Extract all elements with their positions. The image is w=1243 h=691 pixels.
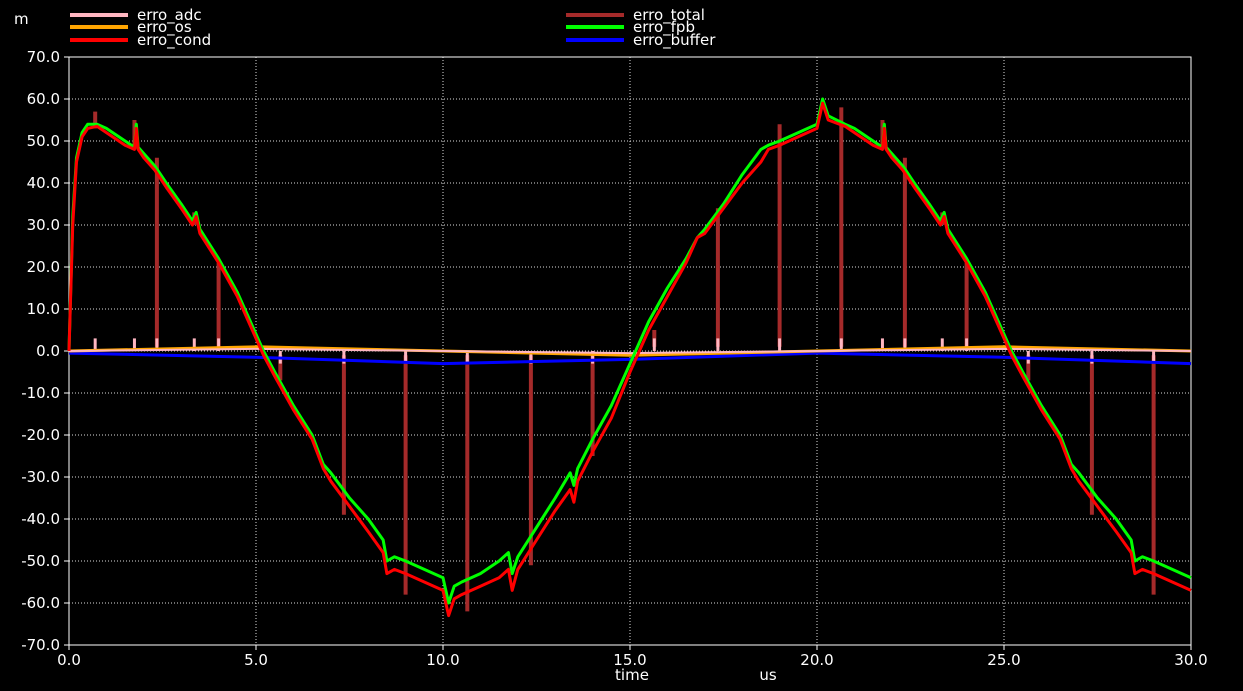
legend-label-erro-os[interactable]: erro_os — [137, 18, 192, 37]
legend-label-erro-buffer[interactable]: erro_buffer — [633, 31, 716, 50]
y-tick-label: 70.0 — [27, 48, 60, 66]
y-tick-label: 0.0 — [36, 342, 60, 360]
legend-label-erro-fpb[interactable]: erro_fpb — [633, 18, 695, 37]
erro-buffer-line — [68, 351, 1192, 366]
x-tick-label: 25.0 — [987, 651, 1020, 669]
x-tick-label: 10.0 — [426, 651, 459, 669]
y-tick-label: 50.0 — [27, 132, 60, 150]
legend-label-erro-cond[interactable]: erro_cond — [137, 31, 211, 50]
erro-adc-line — [68, 347, 1192, 355]
y-tick-label: -30.0 — [21, 468, 60, 486]
x-tick-label: 5.0 — [244, 651, 268, 669]
legend-label-erro-total[interactable]: erro_total — [633, 6, 705, 25]
y-tick-label: -70.0 — [21, 636, 60, 654]
y-tick-label: 30.0 — [27, 216, 60, 234]
x-tick-label: 30.0 — [1174, 651, 1207, 669]
y-tick-label: 60.0 — [27, 90, 60, 108]
y-tick-label: 40.0 — [27, 174, 60, 192]
legend-label-erro-adc[interactable]: erro_adc — [137, 6, 202, 25]
erro-os-line — [68, 345, 1192, 357]
y-tick-label: 20.0 — [27, 258, 60, 276]
y-tick-label: -40.0 — [21, 510, 60, 528]
y-unit-label: m — [14, 10, 29, 28]
x-tick-label: 15.0 — [613, 651, 646, 669]
y-tick-label: -20.0 — [21, 426, 60, 444]
x-unit-label: us — [759, 666, 777, 684]
x-axis-title: time — [615, 666, 649, 684]
y-tick-label: -50.0 — [21, 552, 60, 570]
x-tick-label: 0.0 — [57, 651, 81, 669]
y-tick-label: -60.0 — [21, 594, 60, 612]
series-layer — [67, 97, 1192, 618]
erro-cond-line — [67, 101, 1192, 618]
erro-fpb-line — [67, 97, 1192, 605]
x-tick-label: 20.0 — [800, 651, 833, 669]
y-tick-label: 10.0 — [27, 300, 60, 318]
y-tick-label: -10.0 — [21, 384, 60, 402]
